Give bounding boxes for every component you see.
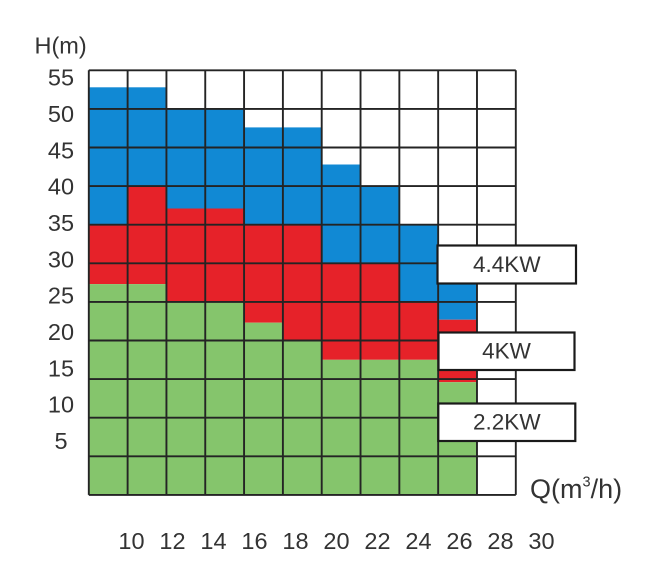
- svg-text:10: 10: [48, 392, 74, 418]
- svg-text:35: 35: [48, 210, 74, 236]
- svg-text:10: 10: [118, 528, 144, 554]
- svg-text:20: 20: [323, 528, 349, 554]
- svg-text:H(m): H(m): [35, 33, 87, 59]
- svg-text:Q(m3/h): Q(m3/h): [530, 474, 622, 504]
- svg-text:26: 26: [446, 528, 472, 554]
- svg-text:28: 28: [487, 528, 513, 554]
- svg-text:14: 14: [200, 528, 226, 554]
- svg-text:45: 45: [48, 137, 74, 163]
- svg-text:5: 5: [54, 428, 67, 454]
- svg-text:4KW: 4KW: [482, 339, 532, 364]
- svg-text:40: 40: [48, 174, 74, 200]
- svg-text:16: 16: [241, 528, 267, 554]
- svg-text:12: 12: [159, 528, 185, 554]
- svg-text:20: 20: [48, 319, 74, 345]
- svg-text:25: 25: [48, 283, 74, 309]
- svg-text:4.4KW: 4.4KW: [473, 252, 541, 277]
- svg-text:30: 30: [48, 246, 74, 272]
- svg-text:24: 24: [405, 528, 431, 554]
- svg-text:30: 30: [528, 528, 554, 554]
- svg-text:55: 55: [48, 65, 74, 91]
- svg-text:2.2KW: 2.2KW: [473, 410, 541, 435]
- svg-text:15: 15: [48, 355, 74, 381]
- svg-text:18: 18: [282, 528, 308, 554]
- svg-text:50: 50: [48, 101, 74, 127]
- svg-text:22: 22: [364, 528, 390, 554]
